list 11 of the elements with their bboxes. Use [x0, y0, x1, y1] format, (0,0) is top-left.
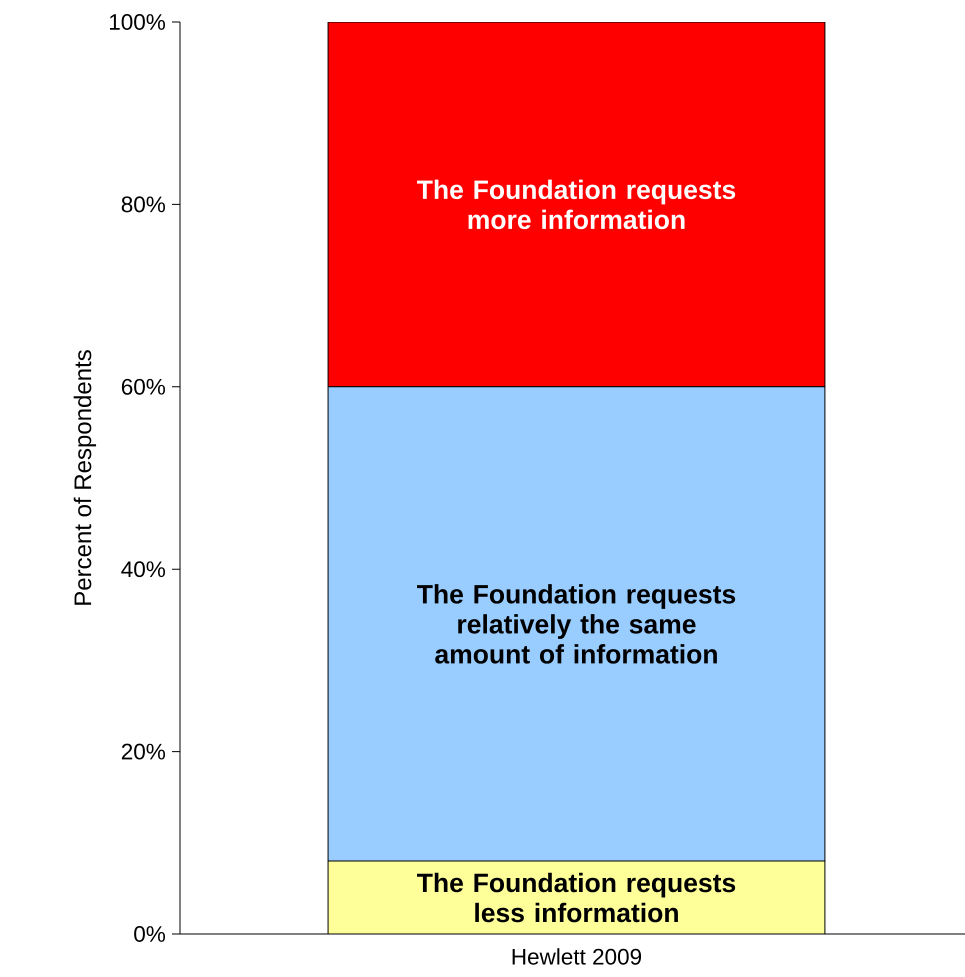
y-axis-title: Percent of Respondents: [74, 350, 96, 605]
x-tick-label: Hewlett 2009: [512, 948, 642, 965]
series-label: The Foundation requests less information: [417, 872, 736, 922]
series-label: The Foundation requests more information: [417, 180, 736, 230]
series-label: The Foundation requests relatively the same amount of information: [417, 584, 736, 664]
y-tick-label: 20%: [122, 744, 165, 760]
y-tick-label: 40%: [121, 561, 165, 578]
y-tick-label: 0%: [134, 926, 165, 942]
y-tick-label: 100%: [110, 14, 165, 30]
y-tick-label: 80%: [122, 196, 165, 212]
y-tick-label: 60%: [122, 378, 165, 395]
